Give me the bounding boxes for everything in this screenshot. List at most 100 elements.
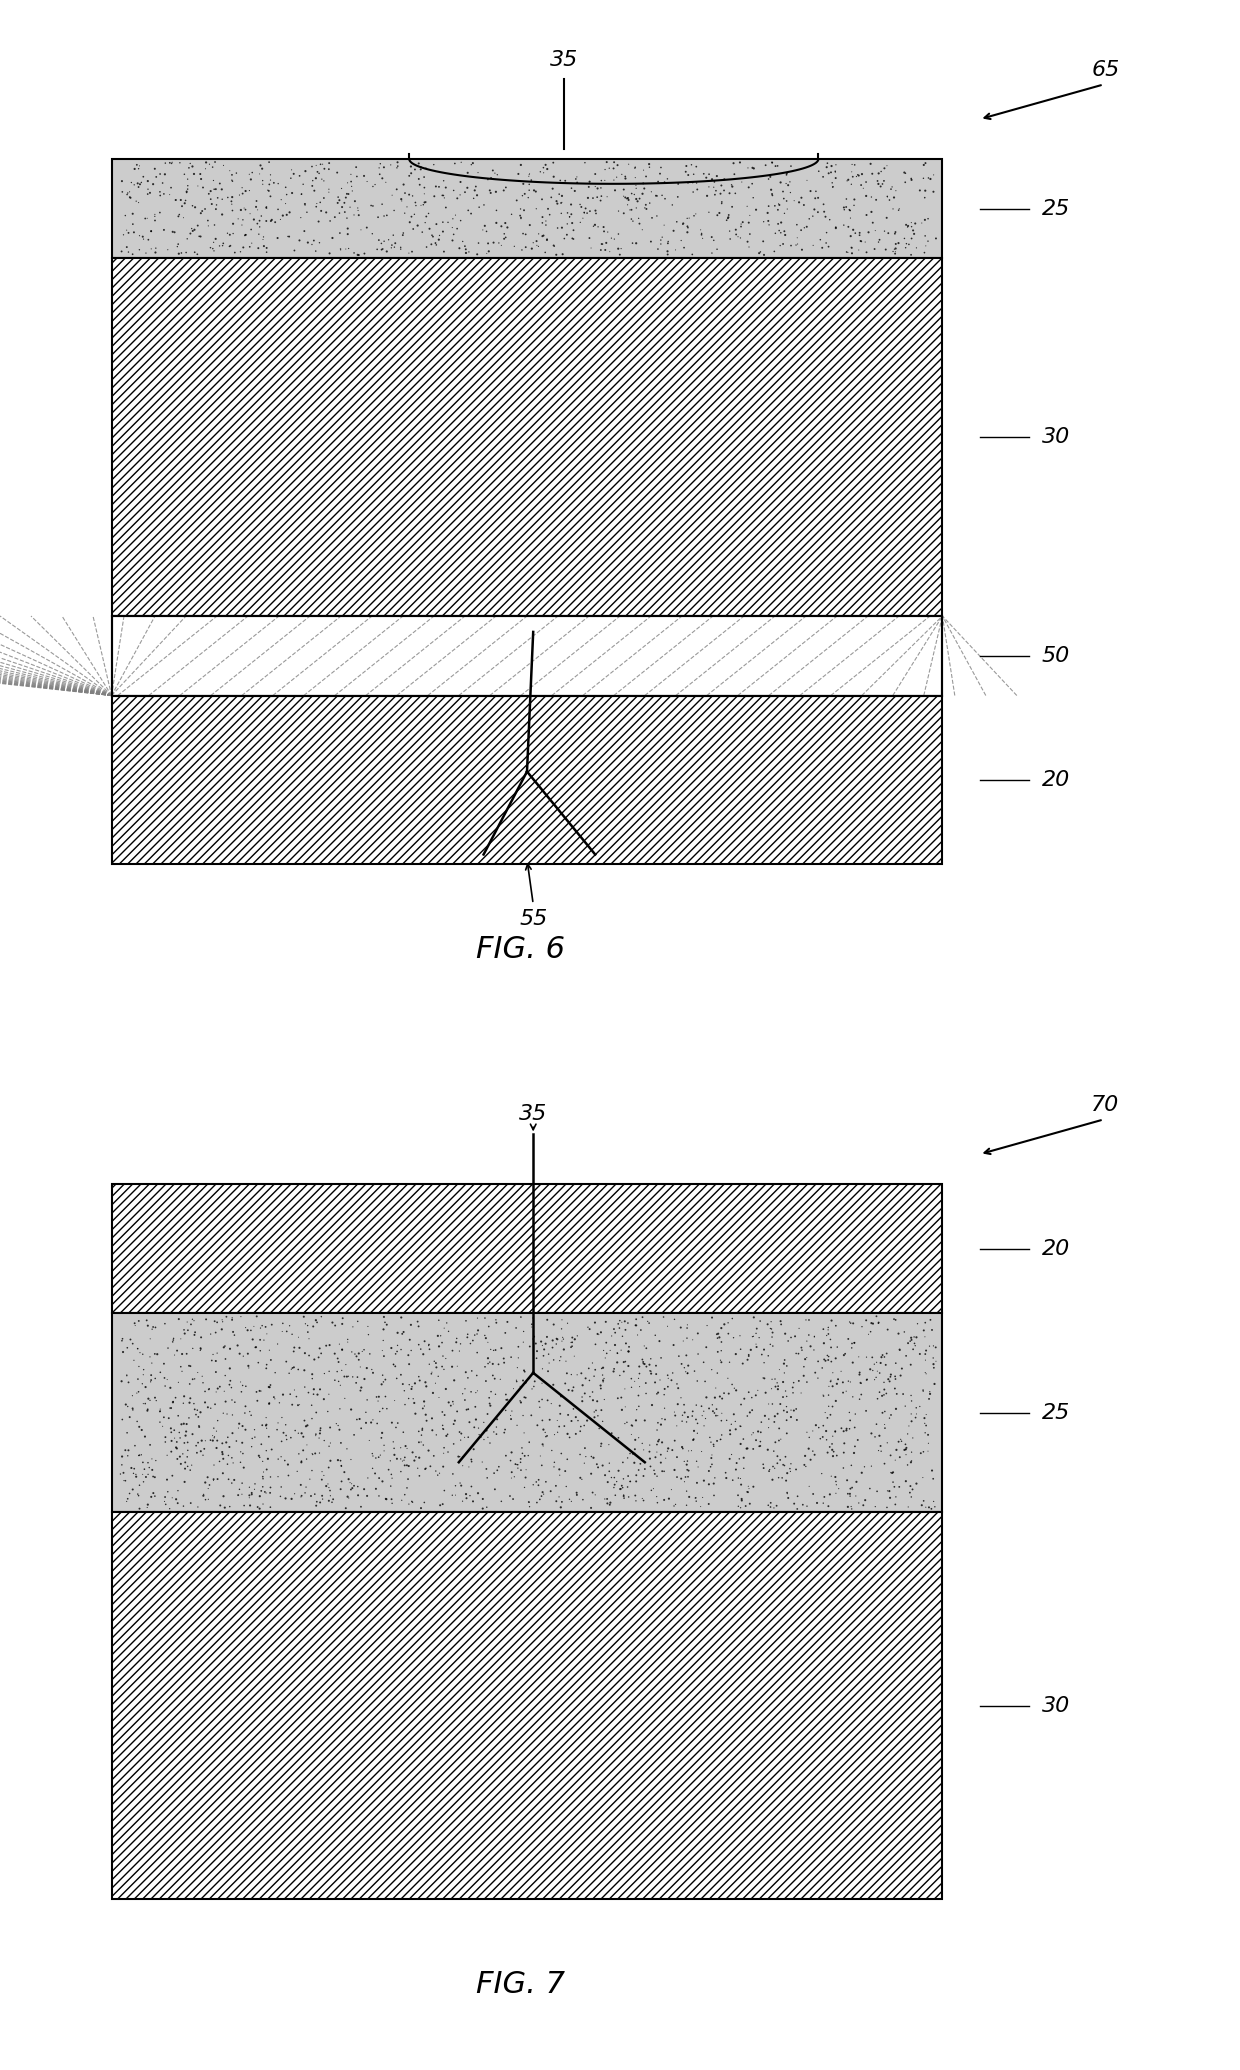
Point xyxy=(513,1325,533,1358)
Point xyxy=(348,190,368,224)
Point xyxy=(170,1422,190,1455)
Point xyxy=(841,195,861,228)
Point xyxy=(652,1426,672,1459)
Point xyxy=(196,1424,216,1457)
Point xyxy=(257,190,277,224)
Point xyxy=(233,232,253,265)
Point xyxy=(851,1366,870,1399)
Point xyxy=(184,1304,203,1337)
Point xyxy=(118,1389,138,1422)
Point xyxy=(491,1331,511,1364)
Point xyxy=(143,1459,162,1492)
Point xyxy=(789,1364,808,1397)
Point xyxy=(596,1327,616,1360)
Point xyxy=(176,1420,196,1453)
Point xyxy=(160,1492,180,1526)
Point xyxy=(304,1310,324,1343)
Point xyxy=(393,1445,413,1478)
Point xyxy=(738,151,758,184)
Point xyxy=(239,174,259,207)
Point xyxy=(544,1343,564,1377)
Point xyxy=(238,1337,258,1370)
Point xyxy=(427,207,446,240)
Point xyxy=(652,1401,672,1435)
Point xyxy=(409,161,429,195)
Point xyxy=(760,1453,780,1486)
Point xyxy=(869,1306,889,1339)
Point xyxy=(485,1472,505,1505)
Point xyxy=(135,1420,155,1453)
Point xyxy=(770,1387,790,1420)
Point xyxy=(394,1374,414,1408)
Point xyxy=(372,1333,392,1366)
Point xyxy=(589,1319,609,1352)
Point xyxy=(309,205,329,238)
Point xyxy=(722,1439,742,1472)
Point xyxy=(781,149,801,182)
Point xyxy=(774,182,794,215)
Point xyxy=(898,1418,918,1451)
Point xyxy=(795,1439,815,1472)
Point xyxy=(699,1455,719,1488)
Point xyxy=(712,186,732,219)
Point xyxy=(567,1476,587,1509)
Point xyxy=(629,1422,649,1455)
Point xyxy=(433,1395,453,1428)
Point xyxy=(224,1463,244,1497)
Point xyxy=(738,1399,758,1432)
Point xyxy=(801,1329,821,1362)
Point xyxy=(125,1308,145,1341)
Point xyxy=(394,1441,414,1474)
Point xyxy=(342,1360,362,1393)
Point xyxy=(847,1466,867,1499)
Point xyxy=(182,1362,202,1395)
Point xyxy=(393,217,413,250)
Point xyxy=(459,1451,479,1484)
Point xyxy=(675,1445,694,1478)
Point xyxy=(397,190,417,224)
Point xyxy=(791,1377,811,1410)
Point xyxy=(655,1372,675,1406)
Point xyxy=(133,1445,153,1478)
Point xyxy=(523,1323,543,1356)
Point xyxy=(787,209,807,242)
Point xyxy=(497,1306,517,1339)
Point xyxy=(666,1488,686,1521)
Point xyxy=(201,174,221,207)
Point xyxy=(765,1370,785,1403)
Point xyxy=(565,161,585,195)
Point xyxy=(742,1381,761,1414)
Point xyxy=(129,1480,149,1513)
Point xyxy=(244,1310,264,1343)
Point xyxy=(484,1457,503,1490)
Point xyxy=(826,1385,846,1418)
Point xyxy=(518,180,538,213)
Point xyxy=(898,211,918,244)
Point xyxy=(915,1306,935,1339)
Point xyxy=(372,234,392,267)
Point xyxy=(507,184,527,217)
Point xyxy=(285,1478,305,1511)
Point xyxy=(298,1317,317,1350)
Point xyxy=(895,1428,915,1461)
Point xyxy=(765,149,785,182)
Point xyxy=(658,1432,678,1466)
Point xyxy=(487,157,507,190)
Point xyxy=(438,1418,458,1451)
Point xyxy=(234,193,254,226)
Point xyxy=(787,228,807,261)
Point xyxy=(162,1459,182,1492)
Point xyxy=(203,1463,223,1497)
Point xyxy=(707,1356,727,1389)
Point xyxy=(336,1492,356,1526)
Point xyxy=(838,1364,858,1397)
Point xyxy=(562,1484,582,1517)
Point xyxy=(115,1389,135,1422)
Point xyxy=(677,1358,697,1391)
Point xyxy=(610,1304,630,1337)
Point xyxy=(205,1422,224,1455)
Point xyxy=(311,195,331,228)
Point xyxy=(402,1372,422,1406)
Point xyxy=(842,1327,862,1360)
Point xyxy=(739,172,759,205)
